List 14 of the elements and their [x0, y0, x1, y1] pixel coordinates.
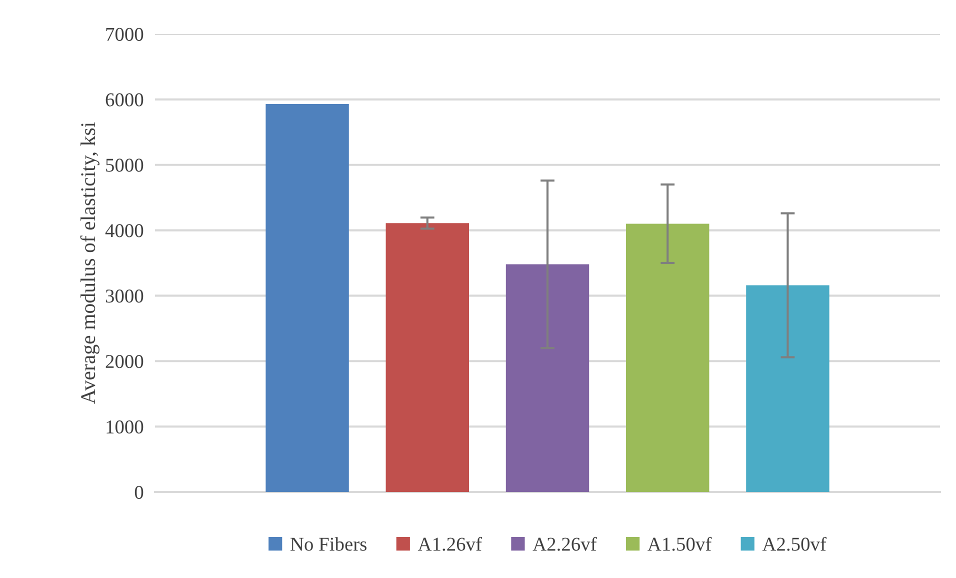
y-tick-label: 7000 — [106, 28, 144, 41]
y-tick-label: 3000 — [106, 290, 144, 303]
y-tick-label: 6000 — [106, 93, 144, 106]
y-tick-label: 4000 — [105, 224, 144, 238]
legend-label: A1.50vf — [648, 536, 712, 551]
y-tick-label: 2000 — [106, 354, 144, 368]
y-tick-label: 1000 — [106, 420, 144, 434]
legend-label: A1.26vf — [418, 536, 482, 551]
y-axis-title: Average modulus of elasticity, ksi — [80, 122, 100, 404]
y-tick-label: 5000 — [106, 158, 144, 172]
legend-label: No Fibers — [290, 537, 366, 551]
legend-label: A2.26vf — [532, 536, 597, 551]
legend-label: A2.50vf — [762, 536, 826, 551]
y-tick-label: 0 — [134, 486, 144, 499]
